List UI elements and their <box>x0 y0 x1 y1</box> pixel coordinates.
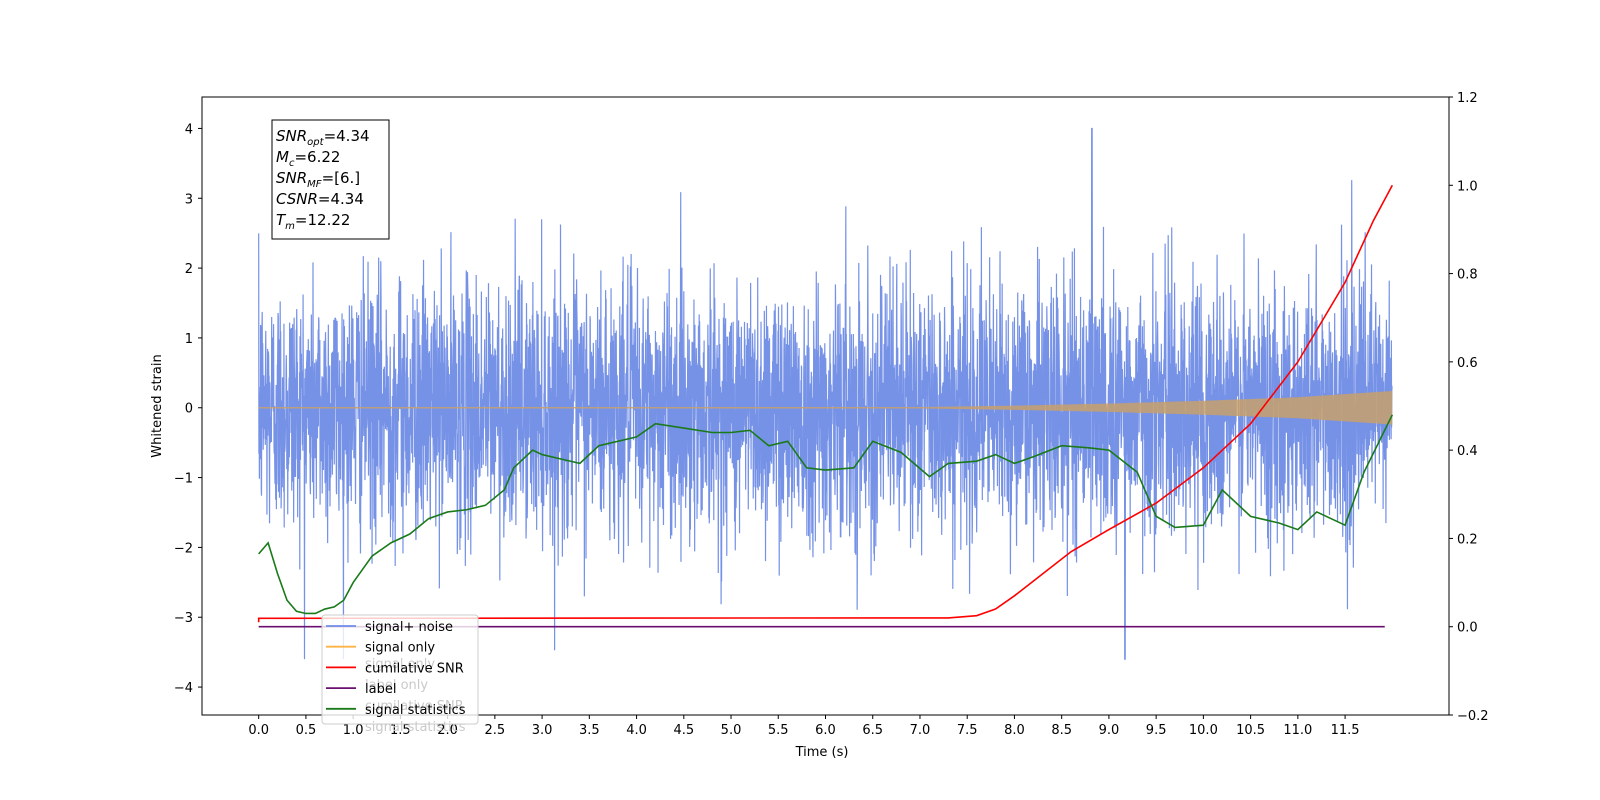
annotation-frame <box>271 119 390 240</box>
legend-entry-label: cumilative SNR <box>365 661 464 676</box>
annotation-line: Tm=12.22 <box>276 211 350 232</box>
annotation-line: CSNR=4.34 <box>276 190 364 208</box>
y-right-tick-label: 0.6 <box>1457 356 1478 371</box>
y-axis-left-ticks: −4 −3 −2 −1 0 1 2 3 4 <box>174 122 202 696</box>
x-tick-label: 11.0 <box>1283 723 1312 738</box>
x-tick-label: 10.5 <box>1236 723 1265 738</box>
y-right-tick-label: 0.8 <box>1457 268 1478 283</box>
legend-frame <box>321 614 479 725</box>
x-tick-label: 11.5 <box>1331 723 1360 738</box>
x-tick-label: 3.0 <box>532 723 553 738</box>
y-right-tick-label: 0.4 <box>1457 444 1478 459</box>
x-tick-label: 2.5 <box>485 723 506 738</box>
x-tick-label: 1.0 <box>343 723 364 738</box>
legend-ghost-text: signal statistics <box>365 720 466 735</box>
x-tick-label: 6.0 <box>815 723 836 738</box>
legend-ghost-text: label only <box>365 678 428 693</box>
legend-ghost-text: signal only <box>365 657 435 672</box>
series-cumilative-snr <box>257 184 1394 623</box>
y-left-tick-label: 4 <box>185 122 193 137</box>
x-tick-label: 9.0 <box>1099 723 1120 738</box>
y-left-tick-label: 0 <box>185 402 193 417</box>
y-right-tick-label: 0.2 <box>1457 532 1478 547</box>
legend-ghost-text: cumilative SNR <box>365 699 464 714</box>
x-tick-label: 5.0 <box>721 723 742 738</box>
y-left-tick-label: 1 <box>185 332 193 347</box>
x-tick-label: 9.5 <box>1146 723 1167 738</box>
y-left-tick-label: −1 <box>174 472 193 487</box>
y-right-tick-label: −0.2 <box>1457 709 1489 724</box>
legend-entry-label: signal statistics <box>365 703 466 718</box>
y-axis-label: Whitened strain <box>150 354 165 457</box>
y-left-tick-label: −2 <box>174 541 193 556</box>
legend-entry-label: label <box>365 682 396 697</box>
x-tick-label: 0.5 <box>296 723 317 738</box>
y-left-tick-label: −4 <box>174 681 193 696</box>
x-tick-label: 6.5 <box>862 723 883 738</box>
y-left-tick-label: 2 <box>185 262 193 277</box>
x-tick-label: 2.0 <box>437 723 458 738</box>
legend-entry-label: signal+ noise <box>365 620 453 635</box>
y-axis-right-ticks: −0.2 0.0 0.2 0.4 0.6 0.8 1.0 1.2 <box>1449 91 1489 724</box>
x-tick-label: 8.0 <box>1004 723 1025 738</box>
y-left-tick-label: −3 <box>174 611 193 626</box>
annotation-line: SNRMF=[6.] <box>276 169 360 190</box>
x-tick-label: 5.5 <box>768 723 789 738</box>
x-tick-label: 8.5 <box>1051 723 1072 738</box>
x-tick-label: 1.5 <box>390 723 411 738</box>
x-tick-label: 3.5 <box>579 723 600 738</box>
x-tick-label: 10.0 <box>1189 723 1218 738</box>
x-axis-label: Time (s) <box>795 745 849 760</box>
x-tick-label: 4.0 <box>626 723 647 738</box>
y-right-tick-label: 1.0 <box>1457 179 1478 194</box>
annotation-line: SNRopt=4.34 <box>276 127 370 148</box>
y-left-tick-label: 3 <box>185 192 193 207</box>
y-right-tick-label: 0.0 <box>1457 621 1478 636</box>
x-tick-label: 0.0 <box>248 723 269 738</box>
x-tick-label: 7.0 <box>910 723 931 738</box>
x-tick-label: 4.5 <box>673 723 694 738</box>
y-right-tick-label: 1.2 <box>1457 91 1478 106</box>
legend-entry-label: signal only <box>365 641 435 656</box>
annotation-line: Mc=6.22 <box>276 148 340 169</box>
series-signal-statistics <box>258 414 1394 615</box>
series-signal-only <box>258 390 1393 425</box>
x-tick-label: 7.5 <box>957 723 978 738</box>
x-axis-ticks: 0.0 0.5 1.0 1.5 2.0 2.5 3.0 3.5 4.0 4.5 5.0 5.5 6.0 6… <box>248 715 1360 738</box>
